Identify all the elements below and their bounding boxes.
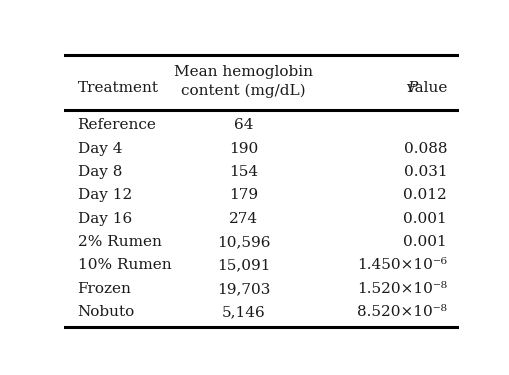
Text: 5,146: 5,146 bbox=[221, 305, 265, 319]
Text: Day 16: Day 16 bbox=[77, 211, 131, 226]
Text: 0.088: 0.088 bbox=[403, 141, 446, 156]
Text: 154: 154 bbox=[229, 165, 258, 179]
Text: 274: 274 bbox=[229, 211, 258, 226]
Text: 0.001: 0.001 bbox=[403, 211, 446, 226]
Text: 10% Rumen: 10% Rumen bbox=[77, 258, 171, 273]
Text: 8.520×10⁻⁸: 8.520×10⁻⁸ bbox=[357, 305, 446, 319]
Text: Frozen: Frozen bbox=[77, 282, 131, 296]
Text: 10,596: 10,596 bbox=[216, 235, 270, 249]
Text: 2% Rumen: 2% Rumen bbox=[77, 235, 161, 249]
Text: Day 4: Day 4 bbox=[77, 141, 122, 156]
Text: value: value bbox=[405, 81, 446, 95]
Text: 0.001: 0.001 bbox=[403, 235, 446, 249]
Text: Day 12: Day 12 bbox=[77, 188, 131, 202]
Text: 1.520×10⁻⁸: 1.520×10⁻⁸ bbox=[356, 282, 446, 296]
Text: P: P bbox=[405, 81, 420, 95]
Text: 64: 64 bbox=[234, 118, 253, 132]
Text: 15,091: 15,091 bbox=[216, 258, 270, 273]
Text: Day 8: Day 8 bbox=[77, 165, 122, 179]
Text: 179: 179 bbox=[229, 188, 258, 202]
Text: Mean hemoglobin
content (mg/dL): Mean hemoglobin content (mg/dL) bbox=[174, 64, 313, 98]
Text: Treatment: Treatment bbox=[77, 81, 158, 95]
Text: 19,703: 19,703 bbox=[216, 282, 270, 296]
Text: 1.450×10⁻⁶: 1.450×10⁻⁶ bbox=[356, 258, 446, 273]
Text: Nobuto: Nobuto bbox=[77, 305, 134, 319]
Text: Reference: Reference bbox=[77, 118, 156, 132]
Text: 0.012: 0.012 bbox=[403, 188, 446, 202]
Text: 0.031: 0.031 bbox=[403, 165, 446, 179]
Text: 190: 190 bbox=[229, 141, 258, 156]
